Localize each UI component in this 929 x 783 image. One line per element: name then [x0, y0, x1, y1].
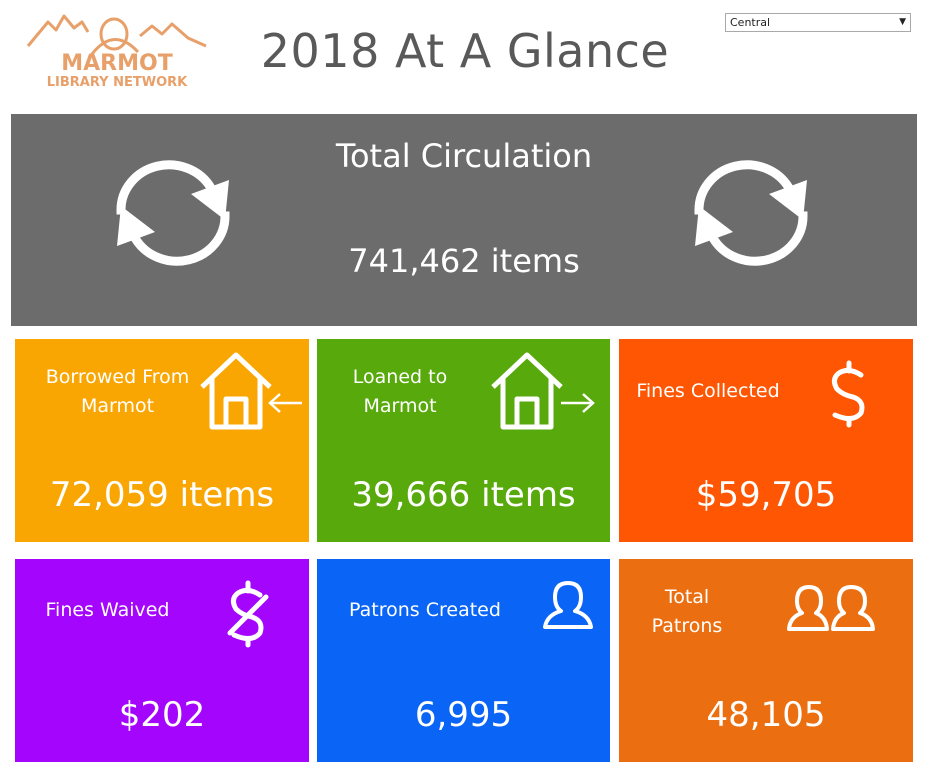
total-patrons-value: 48,105: [706, 695, 826, 735]
house-arrow-in-icon: [200, 352, 302, 430]
refresh-icon: [694, 160, 808, 266]
total-patrons-label: Total Patrons: [619, 583, 755, 641]
total-patrons-label-line2: Patrons: [651, 615, 723, 637]
dollar-icon: [831, 360, 865, 428]
branch-dropdown[interactable]: Central ▼: [725, 13, 911, 32]
loaned-label-line2: Marmot: [363, 395, 437, 417]
circulation-value: 741,462 items: [348, 242, 580, 280]
patrons-created-label: Patrons Created: [349, 599, 501, 621]
house-arrow-out-icon: [491, 352, 595, 430]
total-patrons-label-line1: Total: [664, 586, 710, 608]
refresh-icon: [116, 160, 230, 266]
loaned-value: 39,666 items: [351, 475, 576, 515]
fines-collected-label: Fines Collected: [636, 380, 780, 402]
tile-total-patrons: Total Patrons 48,105: [619, 559, 913, 762]
page-title: 2018 At A Glance: [260, 24, 670, 78]
dollar-struck-icon: [227, 580, 269, 648]
chevron-down-icon[interactable]: ▼: [899, 17, 906, 27]
loaned-label: Loaned to Marmot: [317, 363, 483, 421]
fines-waived-label: Fines Waived: [45, 599, 170, 621]
fines-waived-value: $202: [118, 695, 206, 735]
tile-total-circulation: Total Circulation 741,462 items: [11, 114, 917, 326]
branch-dropdown-value: Central: [730, 16, 771, 29]
circulation-label: Total Circulation: [335, 137, 593, 175]
patrons-created-value: 6,995: [414, 695, 513, 735]
tile-patrons-created: Patrons Created 6,995: [317, 559, 610, 762]
logo-text-marmot: MARMOT: [61, 51, 172, 76]
tile-fines-waived: Fines Waived $202: [15, 559, 309, 762]
person-icon: [543, 581, 593, 629]
borrowed-label-line1: Borrowed From: [45, 366, 190, 388]
tile-borrowed-from-marmot: Borrowed From Marmot 72,059 items: [15, 339, 309, 542]
mountain-logo-icon: MARMOT LIBRARY NETWORK: [26, 14, 207, 90]
logo-text-network: LIBRARY NETWORK: [47, 75, 188, 90]
people-icon: [787, 585, 875, 631]
tile-fines-collected: Fines Collected $59,705: [619, 339, 913, 542]
borrowed-value: 72,059 items: [49, 475, 275, 515]
loaned-label-line1: Loaned to: [352, 366, 448, 388]
fines-collected-value: $59,705: [695, 475, 837, 515]
borrowed-label: Borrowed From Marmot: [15, 363, 220, 421]
tile-loaned-to-marmot: Loaned to Marmot 39,666 items: [317, 339, 610, 542]
borrowed-label-line2: Marmot: [80, 395, 155, 417]
marmot-logo: MARMOT LIBRARY NETWORK: [22, 6, 212, 94]
